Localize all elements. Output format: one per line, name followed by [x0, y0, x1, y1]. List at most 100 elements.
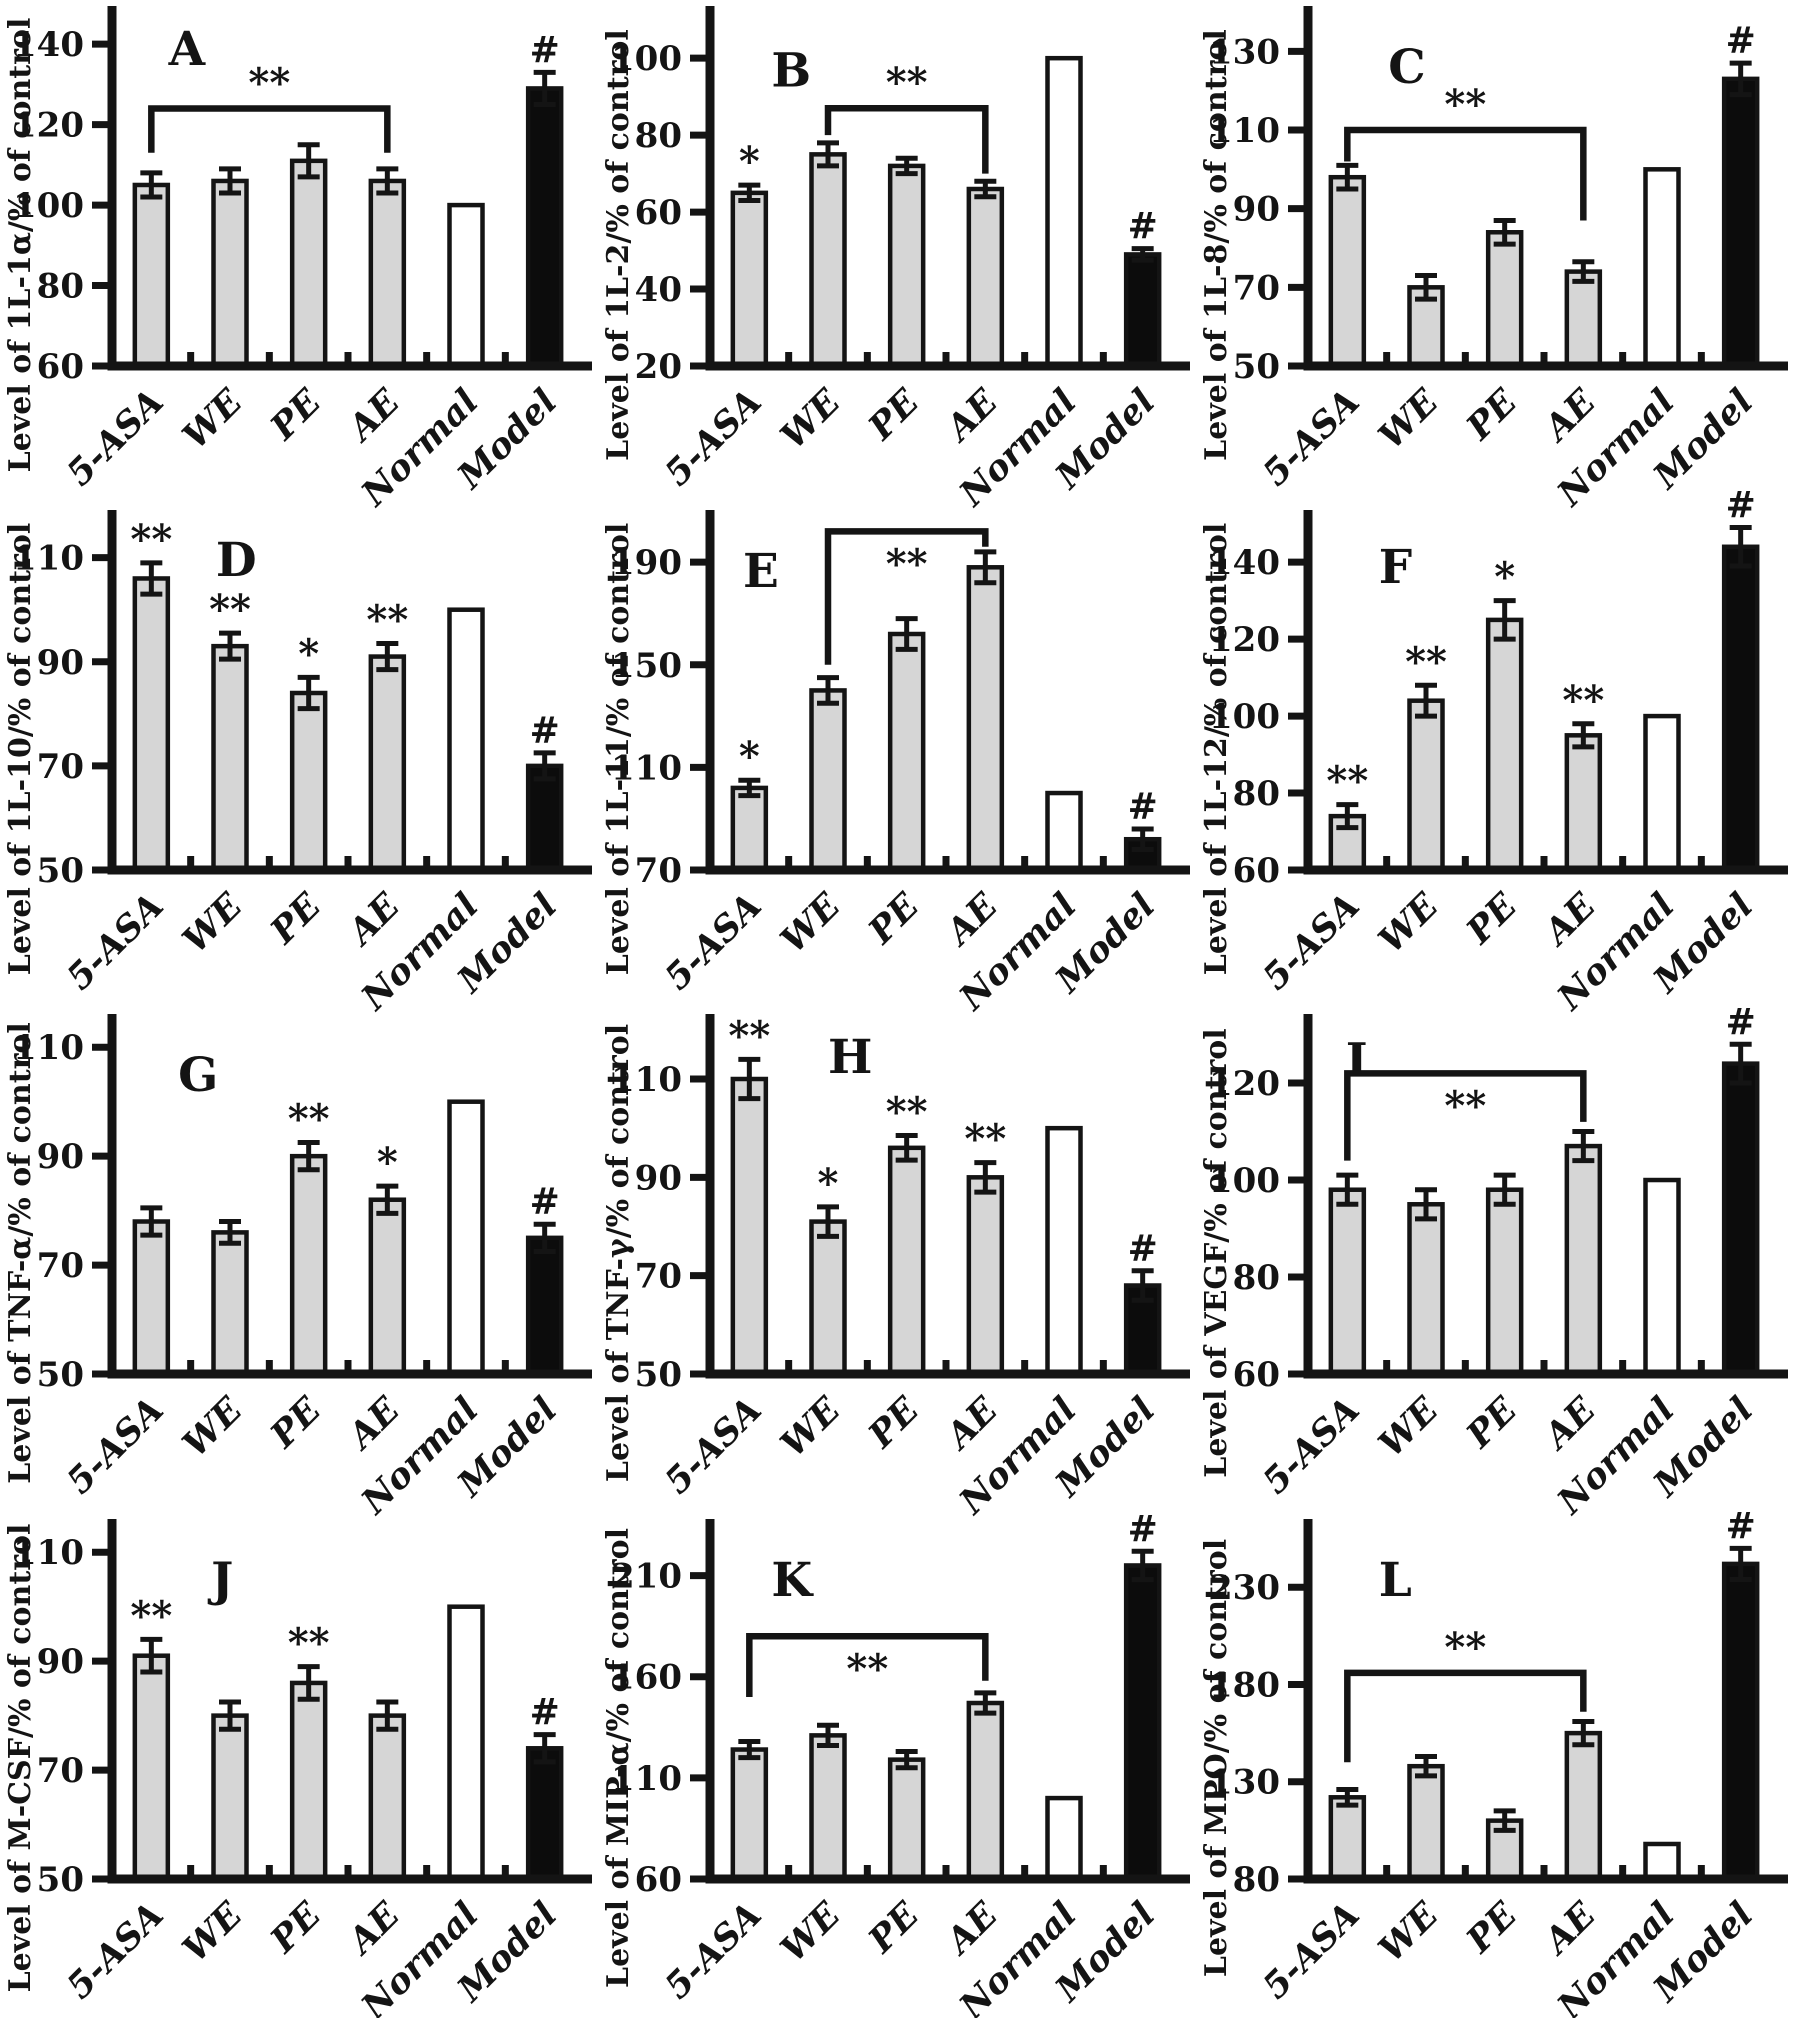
panel-l-bar-AE: [1564, 1730, 1603, 1882]
panel-c-sig-Model: #: [1726, 20, 1756, 62]
panel-k-y-tick-label: 210: [611, 1557, 682, 1597]
panel-f-sig-WE: **: [1405, 638, 1447, 685]
panel-a-bar-Model: [525, 86, 564, 369]
panel-i-y-tick-label: 100: [1209, 1161, 1280, 1201]
panel-c-sig-bracket: [1344, 126, 1587, 221]
panel-d-y-axis-title: Level of 1L-10/% of control: [3, 523, 38, 976]
panel-d-bar-Model: [525, 763, 564, 873]
panel-g-y-tick-label: 70: [37, 1246, 84, 1286]
panel-a-x-label-5-ASA: 5-ASA: [59, 381, 172, 494]
panel-e-x-label-WE: WE: [773, 884, 850, 961]
panel-c-bar-PE: [1485, 230, 1524, 369]
panel-b-bar-5-ASA: [730, 190, 769, 369]
panel-i-bar-AE: [1564, 1143, 1603, 1377]
panel-l-sig-bracket-label: **: [1444, 1624, 1486, 1671]
panel-b-bar-WE: [809, 152, 847, 369]
panel-l-bar-Normal: [1643, 1841, 1681, 1882]
panel-h-x-label-PE: PE: [860, 1388, 928, 1456]
panel-j-y-tick-label: 90: [37, 1642, 84, 1682]
panel-d-x-label-WE: WE: [175, 884, 252, 961]
panel-a-y-tick-label: 140: [13, 25, 84, 65]
panel-h-bar-Normal: [1045, 1125, 1083, 1377]
panel-f-bar-Normal: [1643, 713, 1681, 873]
panel-g-bar-PE: [289, 1153, 328, 1377]
panel-j-bar-Model: [525, 1746, 564, 1882]
panel-i-bar-5-ASA: [1328, 1187, 1367, 1377]
panel-c-y-tick-label: 50: [1233, 347, 1280, 387]
panel-a-sig-Model: #: [530, 29, 560, 71]
panel-f-y-tick-label: 60: [1233, 851, 1280, 891]
panel-h-y-tick-label: 110: [611, 1060, 682, 1100]
chart-panel-a: #60 80 100 120 140 5-ASA WE PE AE Normal Model Leve…: [0, 0, 598, 515]
chart-panel-e: * #70 110 150 190 5-ASA WE PE AE Normal Model Level…: [598, 504, 1196, 1019]
panel-f-sig-AE: **: [1562, 677, 1604, 724]
panel-c-sig-bracket-label: **: [1444, 81, 1486, 128]
panel-k-bar-Model: [1123, 1563, 1162, 1882]
panel-f-bar-Model: [1721, 544, 1760, 873]
panel-k-letter: K: [771, 1553, 814, 1608]
panel-k-y-axis-title: Level of MIP-α/% of control: [601, 1528, 636, 1988]
chart-panel-j: ** ** #50 70 90 110 5-ASA WE PE AE Normal Model Leve…: [0, 1512, 598, 2018]
panel-k-sig-Model: #: [1128, 1508, 1158, 1550]
panel-e-y-tick-label: 190: [611, 543, 682, 583]
panel-k-y-tick-label: 160: [611, 1658, 682, 1698]
panel-h-sig-WE: *: [818, 1160, 839, 1207]
panel-i-bar-PE: [1485, 1187, 1524, 1377]
panel-l-sig-Model: #: [1726, 1505, 1756, 1547]
panel-j-y-axis-title: Level of M-CSF/% of control: [3, 1524, 38, 1993]
panel-d-x-label-5-ASA: 5-ASA: [59, 885, 172, 998]
panel-k-y-tick-label: 110: [611, 1759, 682, 1799]
panel-f-x-label-PE: PE: [1458, 884, 1526, 952]
panel-h-bar-5-ASA: [730, 1076, 769, 1377]
chart-panel-k: #60 110 160 210 5-ASA WE PE AE Normal Model Level …: [598, 1508, 1196, 2018]
panel-g-bar-5-ASA: [132, 1219, 171, 1377]
panel-c-y-tick-label: 70: [1233, 268, 1280, 308]
panel-j-y-tick-label: 50: [37, 1860, 84, 1900]
panel-e-y-tick-label: 110: [611, 748, 682, 788]
panel-g-bar-Normal: [447, 1099, 485, 1377]
panel-l-y-axis-title: Level of MPO/% of control: [1199, 1539, 1234, 1977]
panel-h-y-axis-title: Level of TNF-γ/% of control: [601, 1024, 636, 1482]
panel-d-y-tick-label: 110: [13, 539, 84, 579]
panel-d-sig-Model: #: [530, 710, 560, 752]
panel-b-letter: B: [771, 43, 811, 98]
panel-k-x-label-5-ASA: 5-ASA: [657, 1894, 770, 2007]
panel-d-bar-5-ASA: [132, 576, 171, 873]
panel-a-bar-PE: [289, 158, 328, 369]
panel-d-bar-AE: [368, 654, 407, 873]
panel-d-bar-PE: [289, 690, 328, 873]
panel-h-y-tick-label: 90: [635, 1158, 682, 1198]
panel-f-y-axis-title: Level of 1L-12/% of control: [1199, 523, 1234, 976]
panel-i-bar-Normal: [1643, 1177, 1681, 1377]
panel-j-x-label-5-ASA: 5-ASA: [59, 1894, 172, 2007]
panel-e-bar-5-ASA: [730, 785, 769, 873]
panel-f-sig-5-ASA: **: [1326, 758, 1368, 805]
panel-b-y-axis-title: Level of 1L-2/% of control: [601, 29, 636, 461]
panel-g-bar-Model: [525, 1235, 564, 1377]
panel-g-sig-PE: **: [288, 1096, 330, 1143]
panel-l-x-label-WE: WE: [1371, 1893, 1448, 1970]
panel-d-y-tick-label: 50: [37, 851, 84, 891]
chart-panel-f: ** ** * ** #60 80 100 120 140 5-ASA WE PE AE Normal Mo…: [1196, 485, 1794, 1019]
panel-e-letter: E: [743, 544, 779, 599]
panel-e-sig-5-ASA: *: [739, 733, 760, 780]
panel-i-x-label-WE: WE: [1371, 1388, 1448, 1465]
panel-i-y-axis-title: Level of VEGF/% of control: [1199, 1028, 1234, 1477]
panel-g-y-tick-label: 110: [13, 1028, 84, 1068]
panel-f-sig-PE: *: [1494, 554, 1515, 601]
panel-i-y-tick-label: 120: [1209, 1064, 1280, 1104]
panel-d-y-tick-label: 90: [37, 643, 84, 683]
panel-h-y-tick-label: 70: [635, 1257, 682, 1297]
panel-b-bar-PE: [887, 163, 926, 369]
panel-d-sig-5-ASA: **: [130, 516, 172, 563]
panel-i-y-tick-label: 60: [1233, 1355, 1280, 1395]
panel-d-sig-AE: **: [366, 597, 408, 644]
panel-b-y-tick-label: 40: [635, 270, 682, 310]
panel-e-sig-bracket: [824, 528, 989, 665]
panel-e-sig-Model: #: [1128, 786, 1158, 828]
panel-j-bar-PE: [289, 1680, 328, 1882]
